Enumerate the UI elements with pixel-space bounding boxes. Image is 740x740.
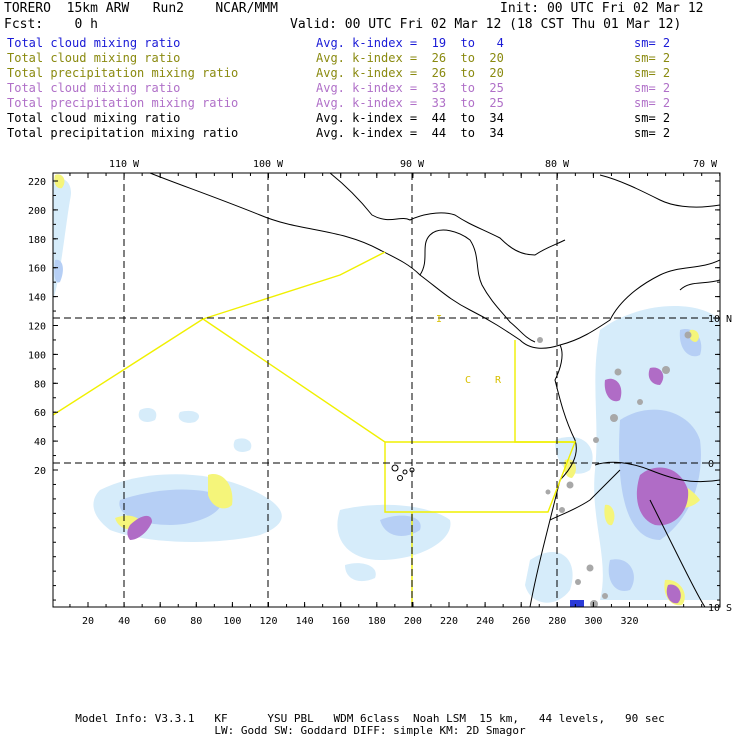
legend-kindex: Avg. k-index = 44 to 34 <box>316 126 504 140</box>
legend-smoothing: sm= 2 <box>634 51 671 65</box>
x-tick-label: 260 <box>512 616 530 625</box>
lat-label: 10 S <box>708 603 732 614</box>
y-tick-label: 160 <box>28 264 46 275</box>
x-tick-label: 120 <box>259 616 277 625</box>
legend-smoothing: sm= 2 <box>634 126 671 140</box>
precip-field-gray <box>537 331 692 607</box>
precip-field-purple <box>127 367 689 604</box>
x-tick-label: 40 <box>118 616 130 625</box>
legend-field: Total cloud mixing ratio <box>7 51 181 65</box>
y-tick-label: 20 <box>34 466 46 477</box>
y-tick-label: 80 <box>34 379 46 390</box>
x-tick-label: 100 <box>223 616 241 625</box>
legend-smoothing: sm= 2 <box>634 81 671 95</box>
y-tick-label: 200 <box>28 206 46 217</box>
lon-label: 90 W <box>400 159 425 170</box>
legend-field: Total precipitation mixing ratio <box>7 96 239 110</box>
x-tick-label: 20 <box>82 616 94 625</box>
x-tick-label: 180 <box>368 616 386 625</box>
valid-time: Valid: 00 UTC Fri 02 Mar 12 (18 CST Thu … <box>290 17 682 32</box>
legend-smoothing: sm= 2 <box>634 96 671 110</box>
y-tick-label: 120 <box>28 322 46 333</box>
lon-label: 80 W <box>545 159 570 170</box>
legend-kindex: Avg. k-index = 33 to 25 <box>316 96 504 110</box>
y-tick-label: 40 <box>34 437 46 448</box>
y-tick-label: 100 <box>28 350 46 361</box>
legend-smoothing: sm= 2 <box>634 111 671 125</box>
y-tick-label: 140 <box>28 293 46 304</box>
legend-kindex: Avg. k-index = 44 to 34 <box>316 111 504 125</box>
lon-label: 110 W <box>109 159 140 170</box>
plot-frame <box>52 172 721 608</box>
lat-label: 0 <box>708 459 714 470</box>
weather-map: I C R 220 200 180 160 140 120 100 80 60 40 20 20 40 6… <box>28 159 732 625</box>
x-tick-label: 300 <box>584 616 602 625</box>
legend-kindex: Avg. k-index = 26 to 20 <box>316 51 504 65</box>
y-tick-label: 60 <box>34 408 46 419</box>
legend-field: Total cloud mixing ratio <box>7 81 181 95</box>
y-tick-label: 180 <box>28 235 46 246</box>
lat-lon-grid <box>53 173 720 607</box>
x-tick-label: 280 <box>548 616 566 625</box>
legend-field: Total cloud mixing ratio <box>7 111 181 125</box>
legend-field: Total cloud mixing ratio <box>7 36 181 50</box>
x-tick-label: 80 <box>190 616 202 625</box>
region-label: C <box>465 375 471 386</box>
x-tick-label: 240 <box>476 616 494 625</box>
x-tick-label: 320 <box>620 616 638 625</box>
x-tick-label: 160 <box>332 616 350 625</box>
x-tick-label: 60 <box>154 616 166 625</box>
region-label: I <box>436 314 442 325</box>
lat-label: 10 N <box>708 314 732 325</box>
forecast-hour: Fcst: 0 h <box>4 17 98 32</box>
legend-kindex: Avg. k-index = 19 to 4 <box>316 36 504 50</box>
init-time: Init: 00 UTC Fri 02 Mar 12 <box>500 1 704 16</box>
legend-smoothing: sm= 2 <box>634 36 671 50</box>
region-label: R <box>495 375 502 386</box>
legend-field: Total precipitation mixing ratio <box>7 66 239 80</box>
model-title: TORERO 15km ARW Run2 NCAR/MMM <box>4 1 278 16</box>
legend-field: Total precipitation mixing ratio <box>7 126 239 140</box>
physics-info: LW: Godd SW: Goddard DIFF: simple KM: 2D… <box>214 724 526 737</box>
lon-label: 100 W <box>253 159 284 170</box>
x-tick-label: 140 <box>296 616 314 625</box>
legend-kindex: Avg. k-index = 33 to 25 <box>316 81 504 95</box>
axes: 220 200 180 160 140 120 100 80 60 40 20 20 40 60 80 100… <box>28 159 732 625</box>
model-info: Model Info: V3.3.1 KF YSU PBL WDM 6class… <box>75 712 665 725</box>
x-tick-label: 200 <box>404 616 422 625</box>
plot-content <box>53 173 720 607</box>
y-tick-label: 220 <box>28 177 46 188</box>
legend-kindex: Avg. k-index = 26 to 20 <box>316 66 504 80</box>
legend-smoothing: sm= 2 <box>634 66 671 80</box>
coastlines <box>149 173 720 607</box>
cloud-field-dark <box>570 600 584 607</box>
lon-label: 70 W <box>693 159 718 170</box>
x-tick-label: 220 <box>440 616 458 625</box>
